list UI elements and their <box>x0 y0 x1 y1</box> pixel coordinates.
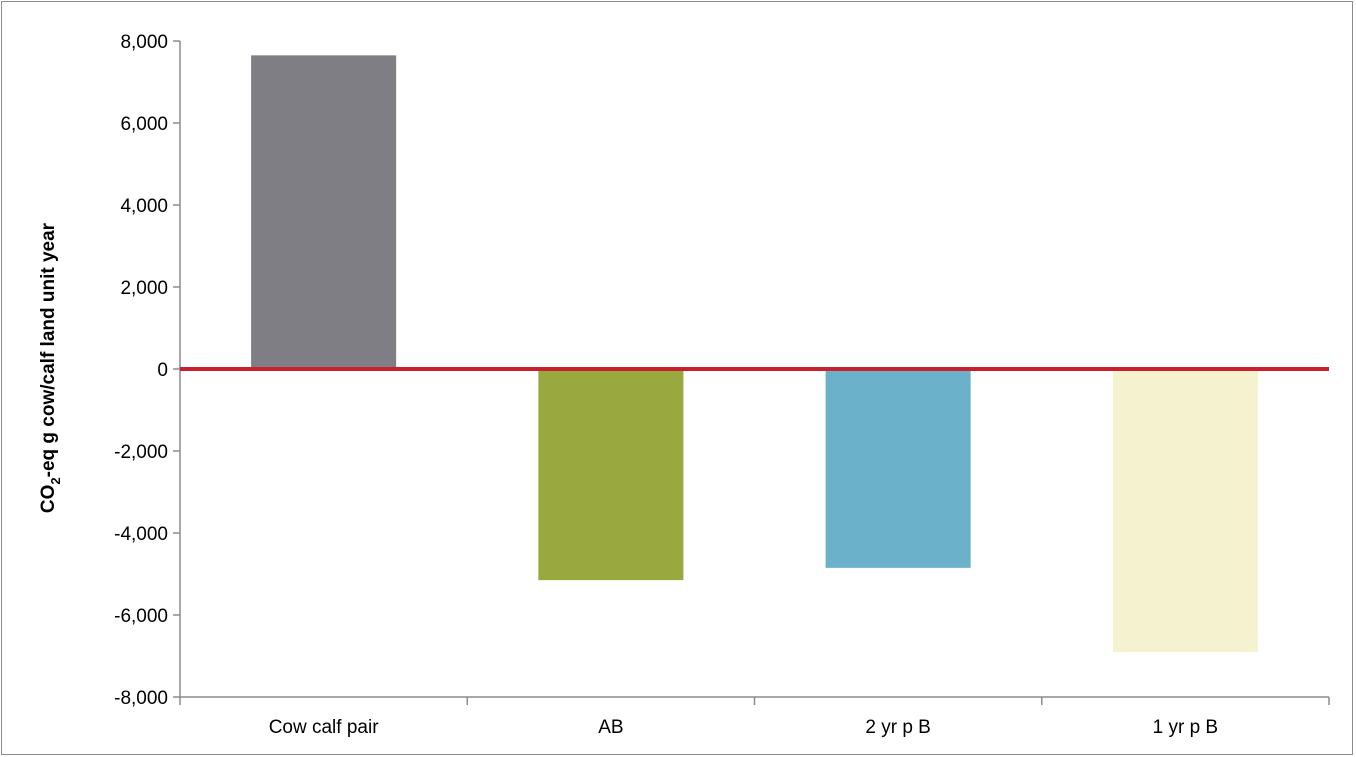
x-category-label: Cow calf pair <box>269 717 379 738</box>
y-tick-label: -2,000 <box>114 442 168 463</box>
y-tick-label: -6,000 <box>114 606 168 627</box>
x-category-label: 1 yr p B <box>1153 717 1218 738</box>
y-tick-label: 6,000 <box>120 114 168 135</box>
bar-2 <box>825 369 971 568</box>
y-axis-title: CO2-eq g cow/calf land unit year <box>38 222 63 513</box>
y-tick-label: -8,000 <box>114 688 168 709</box>
labels-layer: 8,000 6,000 4,000 2,000 0 -2,000 -4,000 -6,000 -… <box>114 32 1218 738</box>
bar-1 <box>538 369 684 581</box>
y-tick-label: 8,000 <box>120 32 168 53</box>
x-category-label: 2 yr p B <box>865 717 930 738</box>
y-axis-title-subscript: 2 <box>48 477 63 484</box>
bar-0 <box>251 55 397 369</box>
y-axis-title-part-1: CO <box>38 485 59 514</box>
y-tick-label: -4,000 <box>114 524 168 545</box>
y-tick-label: 0 <box>157 360 168 381</box>
y-tick-label: 4,000 <box>120 196 168 217</box>
x-category-label: AB <box>598 717 623 738</box>
y-axis-title-part-3: -eq g cow/calf land unit year <box>38 222 59 477</box>
bar-3 <box>1112 369 1258 652</box>
y-tick-label: 2,000 <box>120 278 168 299</box>
bars-layer <box>251 55 1258 652</box>
